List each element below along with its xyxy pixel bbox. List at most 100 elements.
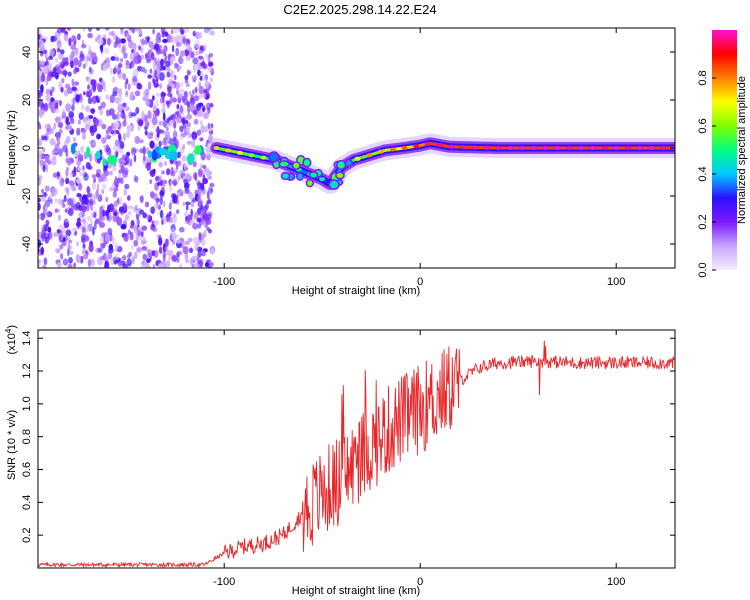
noise-speck bbox=[79, 194, 83, 203]
ridge-peak bbox=[366, 153, 373, 158]
noise-speck bbox=[133, 224, 139, 234]
noise-speck bbox=[61, 78, 65, 84]
noise-speck bbox=[118, 172, 122, 178]
noise-speck bbox=[40, 188, 45, 194]
noise-speck bbox=[76, 241, 79, 247]
noise-speck bbox=[139, 209, 145, 215]
ridge-blob bbox=[291, 161, 301, 171]
noise-speck bbox=[134, 28, 141, 32]
noise-speck bbox=[77, 182, 83, 191]
noise-speck bbox=[186, 101, 191, 108]
noise-speck bbox=[134, 204, 138, 212]
noise-speck bbox=[52, 155, 56, 160]
noise-speck bbox=[97, 247, 103, 253]
colorbar-gradient bbox=[712, 30, 737, 270]
noise-speck bbox=[118, 261, 123, 267]
ridge-blob bbox=[308, 171, 319, 179]
noise-speck bbox=[67, 207, 74, 216]
noise-speck bbox=[113, 253, 120, 261]
noise-speck bbox=[50, 35, 55, 43]
noise-speck bbox=[179, 226, 185, 233]
noise-speck bbox=[157, 210, 161, 216]
noise-speck bbox=[181, 155, 188, 162]
colorbar-tick-label: 0.0 bbox=[697, 262, 709, 277]
noise-speck bbox=[158, 161, 163, 168]
noise-speck bbox=[116, 111, 120, 121]
ridge-core bbox=[384, 148, 389, 152]
x-tick-label: 100 bbox=[607, 576, 625, 588]
noise-speck bbox=[164, 60, 171, 68]
noise-speck bbox=[89, 153, 93, 162]
noise-speck bbox=[159, 196, 163, 206]
noise-speck bbox=[104, 260, 109, 268]
noise-speck bbox=[161, 153, 164, 161]
noise-speck bbox=[168, 78, 172, 86]
noise-speck bbox=[100, 242, 106, 249]
noise-speck bbox=[127, 229, 131, 235]
noise-speck bbox=[154, 69, 157, 78]
ridge-blob bbox=[344, 158, 354, 168]
noise-speck bbox=[179, 169, 186, 177]
noise-speck bbox=[87, 258, 92, 268]
noise-speck bbox=[50, 127, 54, 135]
noise-speck bbox=[168, 250, 174, 257]
noise-speck bbox=[105, 255, 110, 261]
noise-speck bbox=[186, 175, 193, 182]
noise-speck bbox=[179, 263, 183, 268]
noise-speck bbox=[80, 145, 85, 154]
noise-speck bbox=[192, 236, 199, 244]
noise-speck bbox=[204, 262, 210, 268]
noise-speck bbox=[167, 92, 172, 97]
snr-x-axis: -100 0 100 bbox=[213, 330, 625, 588]
noise-speck bbox=[56, 139, 61, 146]
noise-speck bbox=[82, 250, 85, 255]
noise-speck bbox=[108, 108, 115, 116]
noise-speck bbox=[146, 258, 151, 264]
noise-speck bbox=[79, 95, 84, 104]
noise-speck bbox=[90, 52, 97, 60]
noise-speck bbox=[96, 28, 100, 31]
snr-frame bbox=[37, 329, 676, 569]
noise-speck bbox=[131, 28, 136, 34]
noise-speck bbox=[102, 204, 106, 210]
noise-speck bbox=[187, 56, 192, 62]
noise-speck bbox=[93, 117, 99, 127]
noise-speck bbox=[145, 59, 151, 64]
snr-y-axis: 0.2 0.4 0.6 0.8 1.0 1.2 1.4 bbox=[21, 331, 675, 543]
noise-speck bbox=[51, 187, 58, 196]
noise-speck bbox=[186, 126, 190, 134]
noise-speck bbox=[136, 82, 142, 90]
noise-speck bbox=[178, 160, 182, 167]
noise-speck bbox=[210, 248, 214, 254]
noise-speck bbox=[63, 33, 69, 42]
ridge-peak bbox=[319, 177, 326, 182]
noise-speck bbox=[159, 209, 164, 219]
spectrogram-x-axis: -100 0 100 bbox=[213, 28, 625, 288]
noise-speck bbox=[138, 139, 144, 144]
noise-speck bbox=[158, 234, 162, 240]
noise-speck bbox=[38, 121, 41, 126]
noise-speck bbox=[175, 239, 182, 244]
noise-speck bbox=[82, 63, 86, 69]
ridge-peak bbox=[530, 146, 537, 150]
noise-speck bbox=[175, 209, 180, 214]
noise-speck bbox=[141, 225, 148, 231]
noise-speck bbox=[67, 263, 73, 268]
noise-speck bbox=[112, 91, 118, 97]
noise-speck bbox=[132, 42, 137, 51]
noise-speck bbox=[114, 96, 120, 104]
ridge-blob bbox=[278, 160, 290, 168]
x-tick-label: 0 bbox=[417, 276, 423, 288]
noise-blob bbox=[158, 148, 168, 156]
noise-speck bbox=[56, 171, 61, 177]
noise-speck bbox=[206, 199, 212, 205]
noise-speck bbox=[157, 204, 162, 210]
noise-speck bbox=[205, 28, 212, 31]
noise-speck bbox=[136, 210, 140, 215]
noise-speck bbox=[58, 81, 62, 90]
noise-speck bbox=[77, 119, 82, 125]
noise-speck bbox=[177, 191, 181, 197]
noise-speck bbox=[184, 211, 188, 218]
noise-speck bbox=[57, 208, 60, 213]
ridge-core bbox=[431, 142, 437, 146]
